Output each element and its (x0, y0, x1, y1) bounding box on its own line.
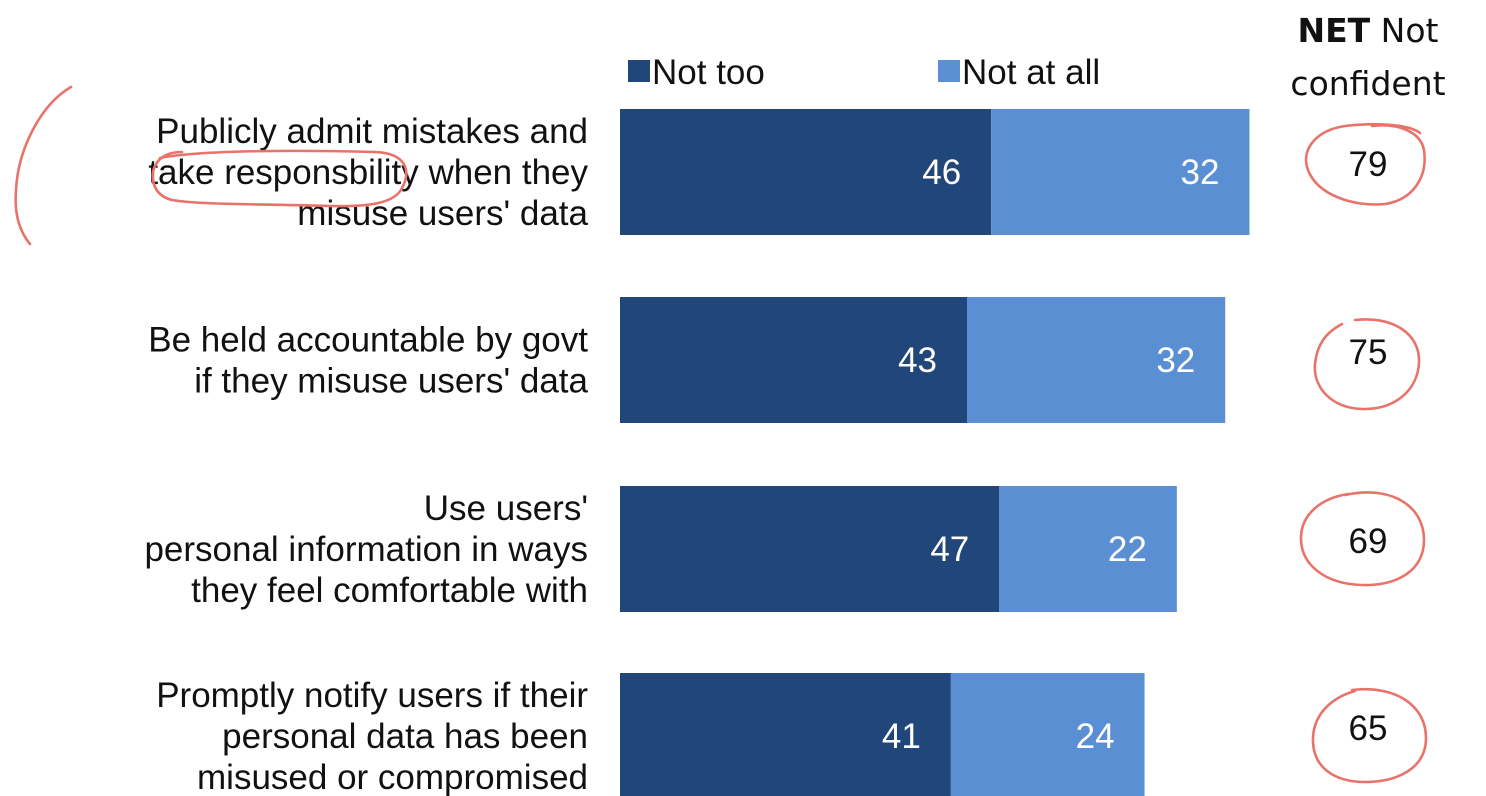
category-label: misuse users' data (297, 194, 588, 233)
bar-value-label-not-at-all: 22 (1108, 530, 1147, 569)
legend-swatch-not-at-all (938, 60, 960, 82)
bar-row: Use users'personal information in waysth… (144, 486, 1387, 612)
category-label: Use users' (424, 489, 588, 528)
bar-segment-not-too (620, 109, 992, 235)
bar-value-label-not-too: 46 (922, 153, 961, 192)
net-value: 75 (1349, 333, 1388, 372)
category-label: they feel comfortable with (191, 571, 588, 610)
legend-label-not-too: Not too (652, 53, 765, 92)
net-value: 65 (1349, 709, 1388, 748)
annotation-word-loop (151, 149, 408, 208)
category-label: personal information in ways (144, 530, 588, 569)
bar-value-label-not-too: 47 (930, 530, 969, 569)
bar-value-label-not-at-all: 32 (1156, 341, 1195, 380)
net-value: 69 (1349, 522, 1388, 561)
net-header-space (1370, 11, 1381, 50)
bar-segment-not-too (620, 673, 951, 796)
legend-label-not-at-all: Not at all (962, 53, 1100, 92)
category-label: if they misuse users' data (194, 362, 588, 401)
category-label: Publicly admit mistakes and (156, 112, 588, 151)
category-label: misused or compromised (197, 758, 588, 796)
bar-segment-not-too (620, 486, 1000, 612)
legend: Not too Not at all (628, 53, 1100, 92)
bar-segment-not-at-all (999, 486, 1177, 612)
category-label: take responsbility when they (148, 153, 588, 192)
category-label: Be held accountable by govt (148, 321, 588, 360)
annotation-bracket (14, 85, 73, 246)
net-value: 79 (1349, 145, 1388, 184)
annotation-circle-net-2 (1313, 318, 1421, 411)
net-header-line1: NET Not (1298, 11, 1439, 50)
annotation-circle-net-4 (1311, 687, 1428, 784)
net-header-line2: confident (1290, 64, 1445, 103)
bar-value-label-not-too: 43 (898, 341, 937, 380)
net-header: NET Not confident (1290, 11, 1445, 103)
net-header-rest: Not (1381, 11, 1439, 50)
legend-swatch-not-too (628, 60, 650, 82)
bar-segment-not-at-all (991, 109, 1250, 235)
annotation-circle-net-1 (1304, 122, 1426, 206)
bar-segment-not-at-all (967, 297, 1226, 423)
category-label: personal data has been (222, 717, 588, 756)
bar-segment-not-at-all (950, 673, 1145, 796)
handwritten-annotations (14, 85, 1428, 784)
bar-value-label-not-at-all: 24 (1076, 717, 1115, 756)
annotation-circle-net-3 (1299, 491, 1426, 587)
bar-segment-not-too (620, 297, 968, 423)
bar-value-label-not-too: 41 (882, 717, 921, 756)
bar-value-label-not-at-all: 32 (1181, 153, 1220, 192)
category-label: Promptly notify users if their (156, 676, 588, 715)
net-header-bold: NET (1298, 11, 1371, 50)
